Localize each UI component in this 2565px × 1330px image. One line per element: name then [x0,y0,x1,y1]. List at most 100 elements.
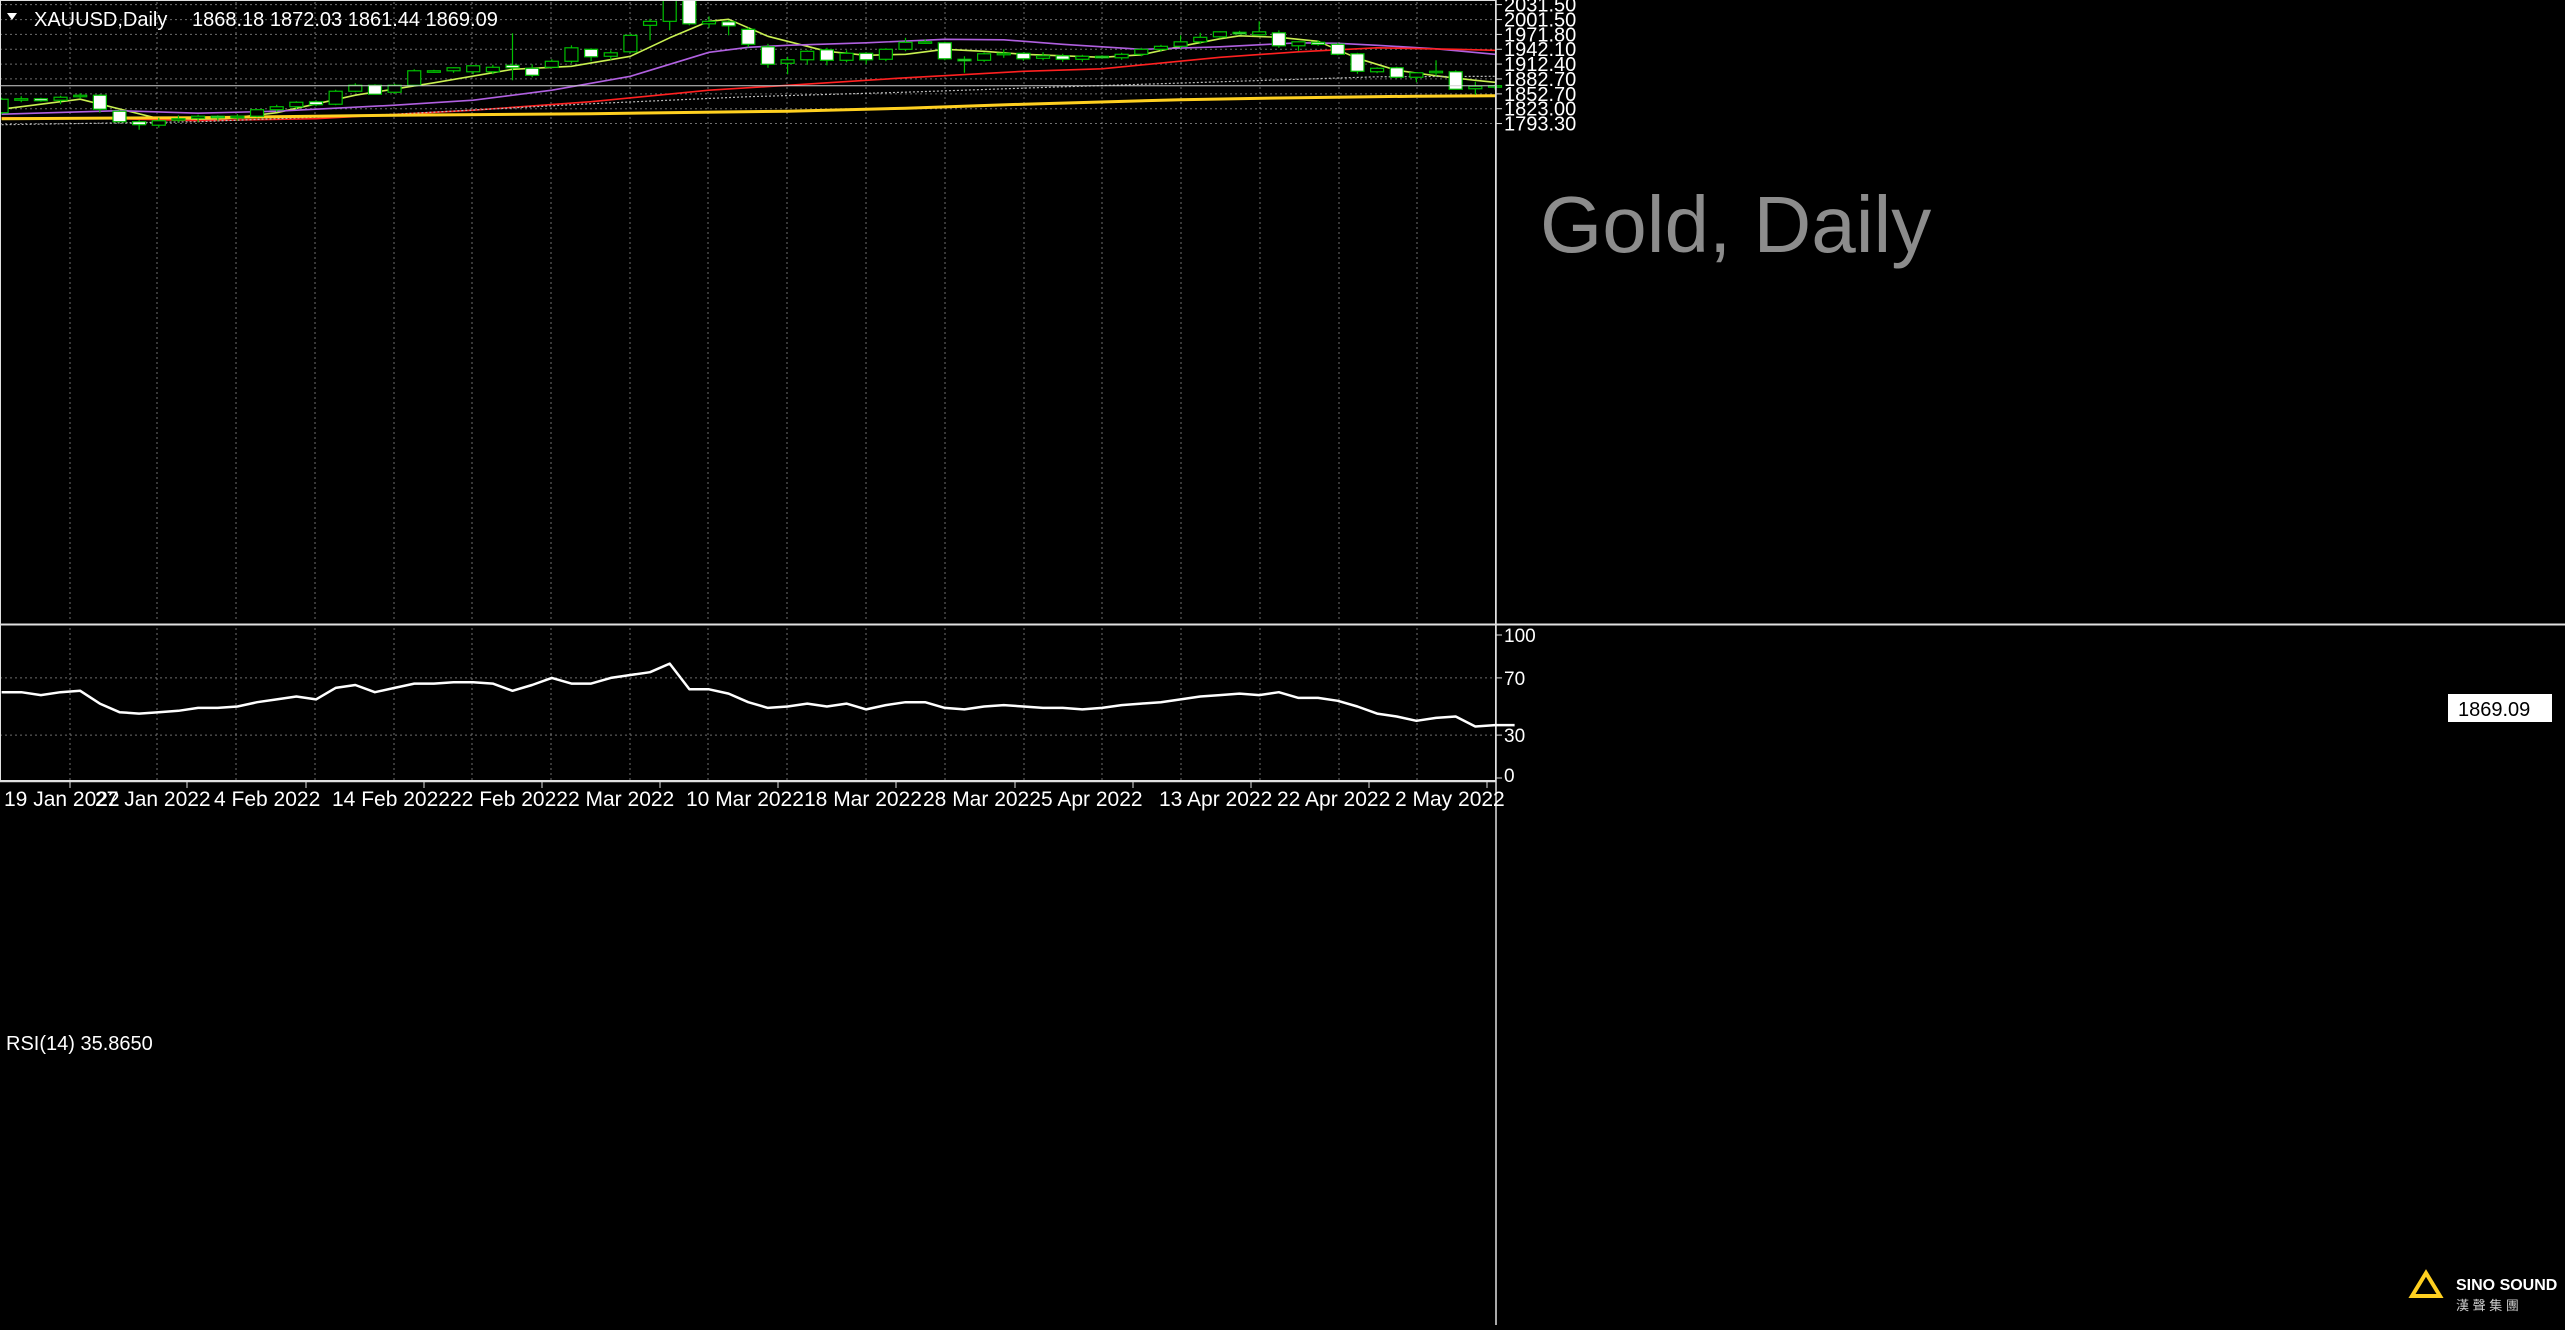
candle [1369,67,1385,74]
rsi-tick-label: 30 [1504,726,1525,747]
candle-body-bear [1330,43,1345,55]
candle-body-bear [741,28,756,45]
candle-body-bull [230,115,245,119]
candle-body-bear [1094,55,1110,59]
candle [328,89,343,106]
candle [544,59,559,68]
candle-body-bull [73,94,88,98]
time-tick-label: 14 Feb 2022 [332,788,450,811]
time-tick-label: 18 Mar 2022 [804,788,922,811]
candle [1035,52,1051,61]
candle-body-bull [1173,41,1188,47]
candle [92,94,107,113]
candle [446,67,461,73]
current-price-tag [2448,694,2552,722]
candle-body-bear [505,64,520,69]
candle-body-bull [1134,48,1149,55]
candle [14,96,29,103]
candle-body-bull [976,53,992,61]
candle-body-bear [721,21,736,27]
candle [1055,53,1070,62]
candle-body-bull [918,41,933,44]
candle [151,117,166,128]
candle-body-bull [407,70,422,86]
rsi-label[interactable]: RSI(14) 35.8650 [6,1033,153,1055]
candle [1193,32,1208,44]
candle [1389,66,1404,79]
candle-body-bull [1468,85,1483,90]
candle-body-bull [151,120,166,126]
axes: 2061.202031.502001.501971.801942.101912.… [4,0,1576,811]
candle [1114,52,1129,60]
candle [918,39,933,44]
candle-body-bull [642,20,658,26]
candle [308,100,324,107]
candle [996,49,1011,58]
time-tick-label: 19 Jan 2022 [4,788,120,811]
candle-body-bull [171,118,186,121]
candle-body-bull [53,96,68,101]
candle-body-bull [446,67,461,72]
candle [623,33,638,53]
candle-body-bull [662,0,677,22]
grid [0,2,1495,780]
candle-body-bull [878,48,893,60]
candle [819,47,835,66]
watermark-title: Gold, Daily [1540,180,1931,269]
candle [33,97,49,102]
candle-body-bear [1016,52,1031,60]
candle [1330,42,1345,56]
candle [1428,60,1444,76]
candle-body-bull [485,66,500,73]
candle-body-bull [1153,45,1169,50]
chart-border [0,0,1496,781]
rsi-tick-label: 100 [1504,626,1536,647]
time-tick-label: 22 Apr 2022 [1277,788,1390,811]
time-tick-label: 10 Mar 2022 [686,788,804,811]
candle-body-bear [132,121,147,126]
ma200-line [1,94,1496,121]
time-tick-label: 13 Apr 2022 [1159,788,1272,811]
candle-body-bull [1291,41,1306,47]
candle-body-bear [1232,31,1247,35]
candle [132,120,147,130]
candle-body-bull [269,106,284,111]
candle-body-bear [33,98,49,102]
logo-name: SINO SOUND [2456,1277,2557,1294]
candle-body-bull [839,52,854,61]
symbol-label[interactable]: XAUUSD,Daily [34,9,167,31]
candle [230,114,245,121]
candle-body-bull [544,60,559,68]
candle-body-bull [0,98,9,114]
candle [407,69,422,87]
candle-body-bull [996,52,1011,56]
candle [1134,47,1149,57]
candle [839,50,854,63]
rsi-panel [1,662,1515,728]
candle [583,48,599,62]
candle-body-bull [1114,53,1129,59]
candle-body-bear [210,115,225,119]
candle [1448,70,1463,90]
dropdown-triangle-icon[interactable] [7,13,17,20]
candle [1271,30,1286,48]
candle-body-bull [249,109,265,117]
candle [191,114,206,123]
candle [682,0,697,26]
price-tick-label: 1852.70 [1504,84,1576,106]
rsi-tick-label: 70 [1504,669,1525,690]
candle [466,65,481,75]
price-tick-label: 2031.50 [1504,0,1576,17]
candle [800,50,815,65]
candle-body-bull [1428,70,1444,74]
candle [721,20,736,36]
logo-triangle-icon [2408,1269,2444,1298]
candle-body-bull [564,47,579,62]
candle-body-bear [525,67,540,76]
candle-body-bear [1271,32,1286,47]
candle-body-bear [583,48,599,58]
